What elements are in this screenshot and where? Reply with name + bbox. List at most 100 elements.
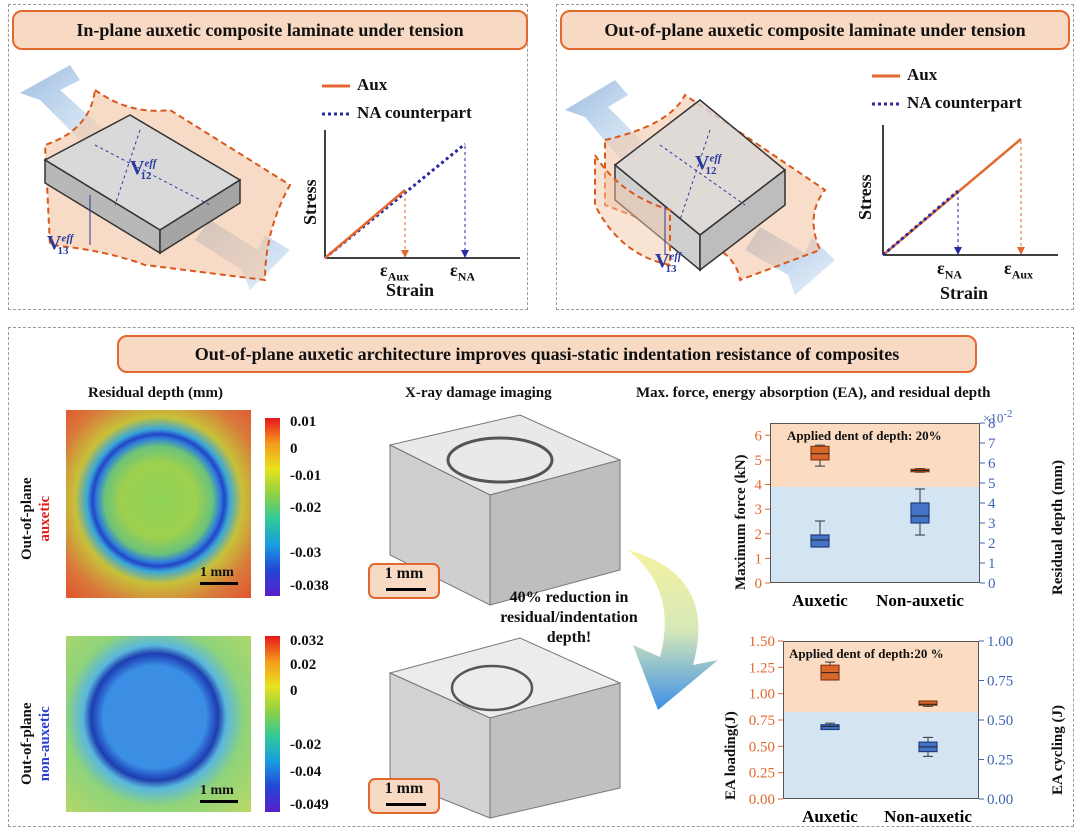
force-axis-tick-label: 6	[755, 428, 763, 444]
force-chart-category: Auxetic	[792, 591, 848, 610]
in-plane-laminate-figure	[20, 65, 292, 290]
colorbar-nonauxetic	[265, 636, 280, 812]
force-axis-tick-label: 3	[755, 502, 763, 518]
force-chart-annotation: Applied dent of depth: 20%	[787, 428, 942, 443]
force-chart-axes	[770, 423, 980, 583]
ea-loading-box	[918, 700, 938, 706]
ea-chart-axes	[783, 641, 979, 799]
xray-cube-nonauxetic	[388, 637, 622, 819]
scale-bar-map-2: 1 mm	[200, 783, 238, 803]
xray-title: X-ray damage imaging	[405, 385, 552, 401]
residual-axis-tick-label: 3	[988, 516, 996, 532]
residual-axis-tick-label: 1	[988, 556, 996, 572]
tick-eps-na: εNA	[450, 260, 476, 284]
legend-na-2: NA counterpart	[907, 93, 1022, 112]
tick-eps-aux: εAux	[380, 260, 410, 284]
colorbar-auxetic	[265, 418, 280, 596]
cb2-tick-3: -0.02	[290, 737, 322, 753]
v13-label: Veff13	[47, 232, 74, 257]
residual-box	[810, 534, 830, 548]
xray-scale-1: 1 mm	[368, 563, 440, 599]
residual-depth-map-nonauxetic	[66, 636, 251, 812]
cb2-tick-0: 0.032	[290, 633, 324, 649]
force-axis-tick-label: 1	[755, 551, 763, 567]
tick-eps-na-2: εNA	[937, 258, 963, 282]
cb2-tick-1: 0.02	[290, 657, 317, 673]
ea-cycling-box	[820, 724, 840, 731]
curved-arrow-icon	[628, 550, 718, 710]
cb1-tick-2: -0.01	[290, 468, 322, 484]
tick-eps-aux-2: εAux	[1004, 258, 1034, 282]
ea-chart-category: Auxetic	[802, 807, 858, 826]
cb2-tick-4: -0.04	[290, 764, 322, 780]
panel-indentation	[8, 327, 1074, 827]
force-axis-tick-label: 4	[755, 478, 763, 494]
cb1-tick-1: 0	[290, 441, 298, 457]
residual-depth-title: Residual depth (mm)	[88, 385, 224, 401]
panel-in-plane	[8, 4, 528, 310]
ea-loading-axis-tick-label: 0.25	[749, 766, 775, 782]
in-plane-stress-strain-chart	[324, 130, 520, 260]
ea-loading-ylabel: EA loading(J)	[723, 711, 739, 800]
charts-title: Max. force, energy absorption (EA), and …	[636, 385, 991, 401]
ea-loading-axis-tick-label: 0.50	[749, 739, 775, 755]
na-series-line-2	[882, 189, 959, 257]
reduction-annotation: 40% reduction in residual/indentation de…	[500, 589, 638, 646]
ea-loading-axis-tick-label: 1.25	[749, 660, 775, 676]
residual-axis-tick-label: 7	[988, 436, 996, 452]
force-axis-tick-label: 0	[755, 576, 763, 592]
out-of-plane-legend	[872, 74, 900, 106]
v12-label: Veff12	[130, 157, 157, 182]
in-plane-legend	[322, 84, 350, 116]
cb2-tick-2: 0	[290, 683, 298, 699]
indentation-title-banner: Out-of-plane auxetic architecture improv…	[117, 335, 977, 373]
residual-axis-tick-label: 2	[988, 536, 996, 552]
aux-series-line	[324, 189, 406, 259]
ea-loading-axis-tick-label: 0.75	[749, 713, 775, 729]
legend-na: NA counterpart	[357, 103, 472, 122]
ea-chart-category: Non-auxetic	[884, 807, 972, 826]
residual-axis-tick-label: 6	[988, 456, 996, 472]
force-axis-tick-label: 5	[755, 453, 763, 469]
ea-cycling-axis-tick-label: 0.25	[987, 753, 1013, 769]
row2-label: Out-of-plane non-auxetic	[19, 702, 53, 786]
row1-label: Out-of-plane auxetic	[19, 477, 53, 561]
cb2-tick-5: -0.049	[290, 797, 329, 813]
laminate-side-face	[159, 178, 241, 255]
in-plane-xlabel: Strain	[386, 280, 435, 300]
ea-cycling-axis-tick-label: 1.00	[987, 634, 1013, 650]
residual-depth-map-auxetic	[66, 410, 251, 598]
ea-cycling-axis-tick-label: 0.00	[987, 792, 1013, 808]
cb1-tick-0: 0.01	[290, 414, 317, 430]
v13-label-2: Veff13	[655, 250, 682, 275]
out-of-plane-ylabel: Stress	[855, 174, 875, 220]
ea-loading-axis-tick-label: 0.00	[749, 792, 775, 808]
residual-box	[910, 502, 930, 524]
legend-aux-2: Aux	[907, 65, 938, 84]
ea-cycling-axis-tick-label: 0.75	[987, 674, 1013, 690]
xray-scale-2: 1 mm	[368, 778, 440, 814]
scale-bar-map-1: 1 mm	[200, 565, 238, 585]
in-plane-ylabel: Stress	[300, 179, 320, 225]
force-box	[810, 445, 830, 461]
force-axis-tick-label: 2	[755, 527, 763, 543]
residual-axis-tick-label: 0	[988, 576, 996, 592]
residual-axis-tick-label: 8	[988, 416, 996, 432]
out-of-plane-stress-strain-chart	[882, 125, 1058, 257]
residual-multiplier: ×10-2	[983, 408, 1013, 426]
ea-chart-annotation: Applied dent of depth:20 %	[789, 646, 944, 661]
ea-box-chart: 0.00 0.25 0.50 0.75 1.00 1.25 1.50 0.00 0.25 0.50…	[749, 634, 1014, 826]
in-plane-title-banner: In-plane auxetic composite laminate unde…	[12, 10, 528, 50]
out-of-plane-xlabel: Strain	[940, 283, 989, 303]
ea-cycling-axis-tick-label: 0.50	[987, 713, 1013, 729]
ea-loading-axis-tick-label: 1.50	[749, 634, 775, 650]
ea-loading-axis-tick-label: 1.00	[749, 687, 775, 703]
legend-aux: Aux	[357, 75, 388, 94]
v12-label-2: Veff12	[695, 152, 722, 177]
panel-out-of-plane	[556, 4, 1074, 310]
cb1-tick-3: -0.02	[290, 500, 322, 516]
residual-axis-tick-label: 5	[988, 476, 996, 492]
cb1-tick-4: -0.03	[290, 545, 322, 561]
residual-axis-tick-label: 4	[988, 496, 996, 512]
out-of-plane-laminate-figure	[565, 80, 835, 295]
